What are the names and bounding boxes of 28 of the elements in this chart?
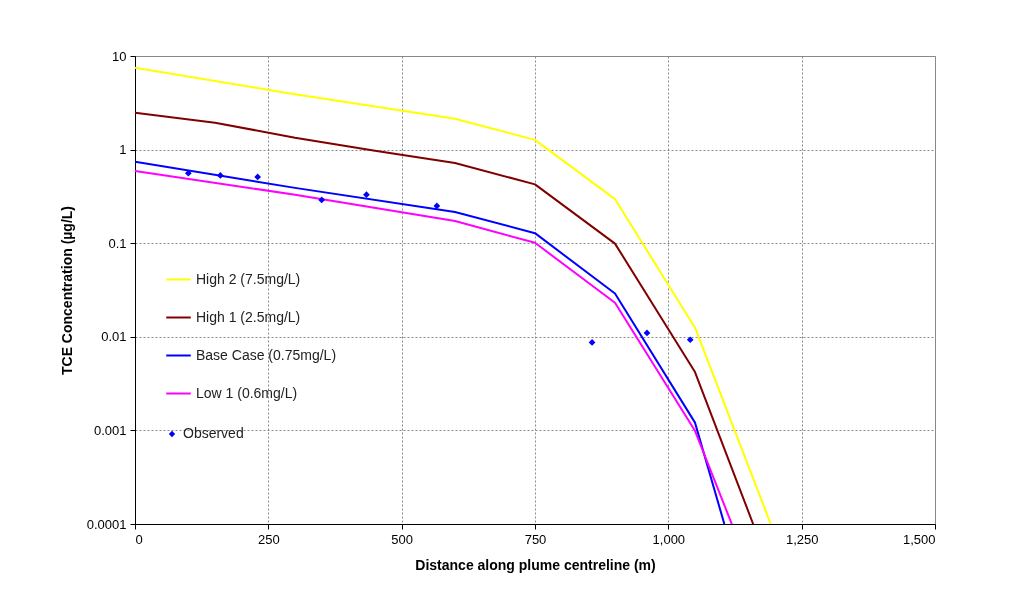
legend-label: Observed: [183, 425, 244, 441]
y-tick-label: 0.0001: [86, 516, 127, 532]
y-tick-label: 0.1: [108, 235, 127, 251]
legend-label: High 1 (2.5mg/L): [196, 308, 301, 325]
x-tick-label: 1,500: [902, 531, 936, 547]
x-tick-label: 1,000: [652, 531, 686, 547]
point: [254, 173, 262, 181]
x-tick-label: 750: [524, 531, 547, 547]
x-tick-label: 500: [391, 531, 414, 547]
y-tick-label: 0.001: [93, 422, 127, 438]
legend-label: Base Case (0.75mg/L): [196, 346, 337, 363]
legend-label: Low 1 (0.6mg/L): [196, 384, 298, 401]
legend-label: High 2 (7.5mg/L): [196, 270, 301, 287]
point: [216, 172, 224, 179]
point: [318, 196, 326, 204]
point: [686, 336, 694, 344]
point: [433, 202, 441, 210]
point: [184, 169, 192, 177]
x-tick-label: 0: [135, 531, 143, 547]
point: [643, 329, 651, 337]
y-axis-title: TCE Concentration (µg/L): [58, 205, 75, 376]
y-tick-label: 0.01: [101, 329, 127, 345]
x-tick-label: 250: [257, 531, 280, 547]
y-tick-label: 10: [112, 48, 127, 64]
point: [363, 191, 370, 199]
y-tick-label: 1: [119, 142, 127, 158]
x-tick-label: 1,250: [785, 531, 819, 547]
x-axis-title: Distance along plume centreline (m): [415, 556, 656, 573]
